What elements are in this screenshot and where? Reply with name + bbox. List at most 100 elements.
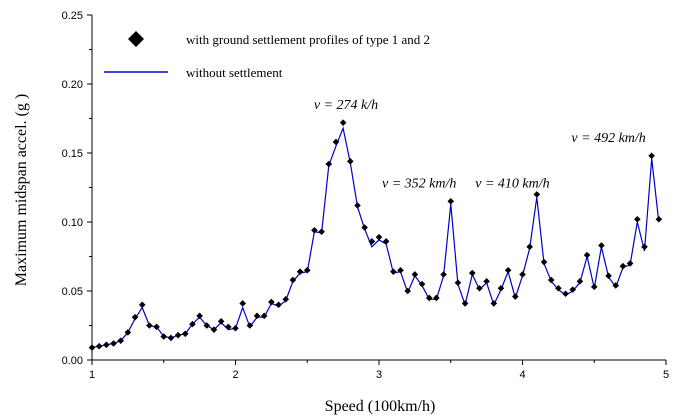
data-point-marker (468, 269, 476, 277)
y-axis-title: Maximum midspan accel. (g ) (13, 94, 30, 286)
data-point-marker (454, 279, 462, 287)
data-point-marker (318, 228, 325, 235)
data-point-marker (103, 341, 110, 349)
data-point-marker (282, 295, 290, 303)
data-point-marker (404, 287, 411, 295)
data-point-marker (117, 337, 124, 344)
data-point-marker (167, 334, 175, 342)
x-tick-label: 3 (376, 369, 382, 381)
legend-marker-settlement (128, 31, 144, 47)
data-point-marker (332, 138, 340, 146)
data-point-marker (418, 280, 426, 288)
legend-label-settlement: with ground settlement profiles of type … (186, 32, 430, 47)
data-point-marker (232, 324, 239, 332)
data-point-marker (189, 320, 196, 328)
data-point-marker (210, 326, 218, 333)
data-point-marker (88, 344, 96, 351)
peak-annotation: v = 274 k/h (314, 98, 378, 113)
y-tick-label: 0.10 (62, 217, 83, 229)
data-point-marker (598, 242, 605, 249)
data-point-marker (131, 313, 139, 321)
data-point-marker (275, 301, 282, 309)
data-point-marker (153, 323, 160, 331)
x-axis-title: Speed (100km/h) (325, 398, 436, 415)
data-point-marker (533, 191, 541, 198)
line-layer (91, 126, 660, 349)
data-point-marker (641, 243, 648, 251)
data-point-marker (303, 267, 311, 274)
data-point-marker (390, 268, 397, 275)
data-point-marker (547, 276, 555, 284)
x-tick-label: 4 (519, 369, 525, 381)
data-point-marker (519, 271, 526, 278)
data-point-marker (260, 312, 268, 320)
data-point-marker (504, 267, 512, 274)
data-point-marker (433, 294, 440, 302)
data-point-marker (124, 329, 132, 336)
legend-label-no-settlement: without settlement (186, 65, 283, 80)
data-point-marker (447, 198, 455, 205)
data-point-marker (526, 243, 533, 251)
data-point-marker (648, 152, 655, 160)
data-point-marker (605, 272, 612, 280)
data-point-marker (634, 215, 641, 223)
data-point-marker (655, 215, 663, 223)
data-point-marker (368, 238, 376, 245)
data-point-marker (619, 262, 627, 270)
data-point-marker (512, 293, 519, 300)
data-point-marker (590, 283, 598, 291)
data-point-marker (217, 318, 225, 325)
data-point-marker (203, 322, 211, 329)
annotation-layer: v = 274 k/h v = 352 km/h v = 410 km/h v = 4… (314, 98, 646, 192)
data-point-marker (497, 284, 505, 292)
data-point-marker (138, 301, 146, 309)
data-point-marker (146, 322, 153, 329)
data-point-marker (562, 290, 569, 298)
data-point-marker (425, 294, 433, 302)
data-point-marker (347, 157, 354, 165)
data-point-marker (411, 271, 419, 278)
data-point-marker (476, 284, 483, 292)
data-point-marker (296, 268, 304, 275)
y-tick-label: 0.00 (62, 355, 83, 367)
data-point-marker (461, 300, 469, 307)
legend: with ground settlement profiles of type … (104, 31, 430, 80)
data-point-marker (268, 298, 275, 306)
y-tick-label: 0.20 (62, 79, 83, 91)
data-point-marker (325, 160, 333, 168)
y-tick-label: 0.05 (62, 286, 83, 298)
data-point-marker (253, 312, 261, 320)
series-line-without-settlement (91, 126, 660, 349)
y-tick-label: 0.25 (62, 10, 83, 22)
data-point-marker (246, 322, 254, 329)
y-tick-label: 0.15 (62, 148, 83, 160)
x-tick-label: 5 (663, 369, 669, 381)
data-point-marker (626, 260, 634, 267)
data-point-marker (483, 278, 490, 285)
peak-annotation: v = 410 km/h (475, 177, 549, 192)
data-point-marker (160, 333, 168, 340)
data-point-marker (95, 342, 103, 350)
peak-annotation: v = 352 km/h (382, 177, 456, 192)
data-point-marker (196, 312, 203, 320)
data-point-marker (440, 271, 447, 278)
data-point-marker (576, 278, 584, 285)
data-point-marker (311, 226, 318, 234)
data-point-marker (397, 267, 404, 274)
data-point-marker (181, 330, 189, 338)
marker-layer (88, 119, 663, 351)
data-point-marker (375, 233, 383, 241)
data-point-marker (361, 224, 368, 231)
data-point-marker (339, 119, 347, 126)
x-tick-label: 1 (89, 369, 95, 381)
data-point-marker (569, 286, 577, 293)
data-point-marker (354, 202, 361, 209)
data-point-marker (583, 251, 591, 259)
data-point-marker (382, 238, 390, 245)
data-point-marker (555, 284, 562, 292)
data-point-marker (239, 300, 246, 307)
data-point-marker (174, 331, 182, 339)
axes: 1 2 3 4 5 0.00 0.05 0.10 0.15 0.20 0.25 (62, 10, 669, 381)
peak-annotation: v = 492 km/h (571, 131, 645, 146)
